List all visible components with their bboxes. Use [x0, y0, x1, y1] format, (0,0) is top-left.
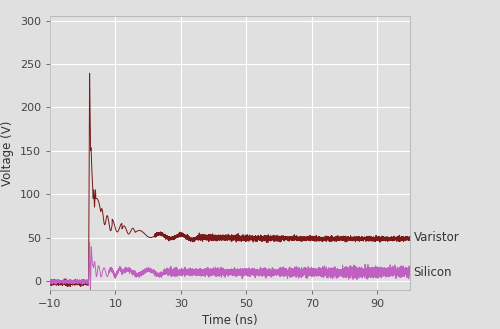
X-axis label: Time (ns): Time (ns) [202, 314, 258, 327]
Text: Varistor: Varistor [414, 231, 460, 244]
Y-axis label: Voltage (V): Voltage (V) [2, 120, 15, 186]
Text: Silicon: Silicon [414, 266, 452, 279]
